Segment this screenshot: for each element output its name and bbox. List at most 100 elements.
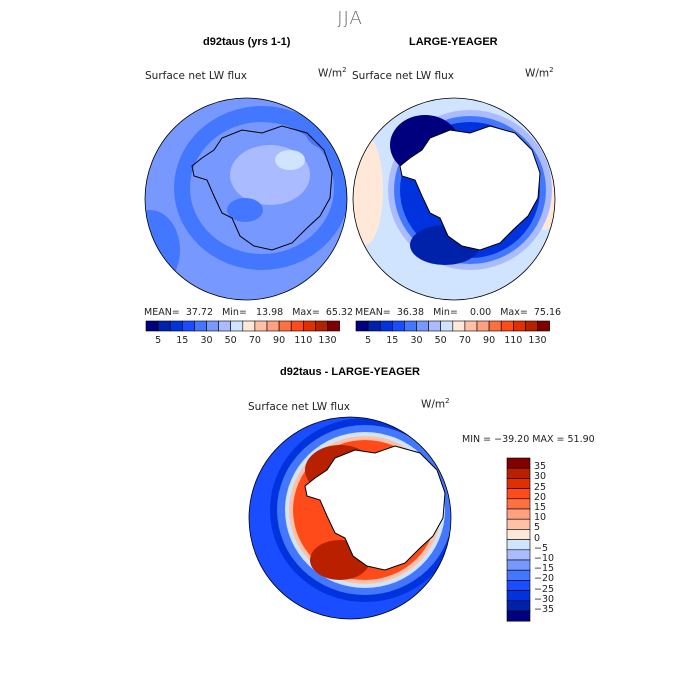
- colorbar-tick-label: 0: [534, 532, 541, 544]
- map-left: [145, 98, 347, 300]
- colorbar-swatch: [506, 590, 531, 602]
- colorbar-swatch: [194, 320, 207, 332]
- colorbar-tick-label: 15: [386, 335, 399, 346]
- colorbar-swatch: [506, 539, 531, 551]
- colorbar-swatch: [500, 320, 514, 332]
- colorbar-swatch: [506, 559, 531, 571]
- colorbar-left: [145, 320, 340, 332]
- colorbar-swatch: [506, 508, 531, 520]
- figure-title: JJA: [337, 8, 363, 29]
- colorbar-tick-label: 50: [224, 335, 237, 346]
- colorbar-swatch: [506, 457, 531, 469]
- colorbar-tick-label: −25: [534, 583, 555, 595]
- colorbar-swatch: [488, 320, 502, 332]
- colorbar-tick-label: 110: [294, 335, 313, 346]
- colorbar-swatch: [512, 320, 526, 332]
- colorbar-right: [355, 320, 550, 332]
- colorbar-tick-label: 5: [365, 335, 372, 346]
- colorbar-swatch: [506, 478, 531, 489]
- colorbar-tick-label: 70: [458, 335, 471, 346]
- colorbar-swatch: [367, 320, 381, 332]
- variable-label-right: Surface net LW flux: [352, 70, 454, 82]
- colorbar-swatch: [464, 320, 478, 332]
- difference-minmax: MIN = −39.20 MAX = 51.90: [462, 434, 595, 445]
- colorbar-tick-label: 90: [483, 335, 496, 346]
- colorbar-swatch: [506, 518, 531, 530]
- colorbar-swatch: [290, 320, 304, 332]
- variable-label-difference: Surface net LW flux: [248, 401, 350, 413]
- units-left: W/m2: [318, 66, 347, 80]
- colorbar-tick-label: 25: [534, 481, 547, 493]
- colorbar-swatch: [391, 320, 405, 332]
- colorbar-swatch: [182, 320, 195, 332]
- colorbar-tick-label: −10: [534, 553, 555, 564]
- colorbar-swatch: [506, 529, 531, 540]
- colorbar-tick-label: 20: [534, 491, 547, 503]
- colorbar-tick-label: −20: [534, 573, 555, 585]
- colorbar-swatch: [506, 549, 531, 561]
- colorbar-difference: [506, 457, 531, 622]
- colorbar-swatch: [525, 320, 538, 332]
- colorbar-tick-label: 50: [434, 335, 447, 346]
- colorbar-swatch: [506, 569, 531, 581]
- colorbar-swatch: [327, 320, 340, 332]
- colorbar-swatch: [506, 488, 531, 500]
- colorbar-tick-label: 110: [504, 335, 523, 346]
- colorbar-tick-label: 90: [273, 335, 286, 346]
- colorbar-swatch: [506, 610, 531, 622]
- colorbar-swatch: [157, 320, 171, 332]
- colorbar-swatch: [218, 320, 232, 332]
- colorbar-swatch: [506, 498, 531, 510]
- colorbar-swatch: [315, 320, 328, 332]
- colorbar-tick-label: 15: [534, 502, 547, 513]
- colorbar-tick-label: 5: [155, 335, 162, 346]
- stats-left: MEAN= 37.72 Min= 13.98 Max= 65.32: [144, 307, 354, 318]
- colorbar-tick-label: −30: [534, 593, 555, 605]
- colorbar-swatch: [169, 320, 183, 332]
- variable-label-left: Surface net LW flux: [145, 70, 247, 82]
- colorbar-swatch: [302, 320, 316, 332]
- difference-title: d92taus - LARGE-YEAGER: [280, 366, 420, 378]
- stats-right: MEAN= 36.38 Min= 0.00 Max= 75.16: [355, 307, 562, 318]
- colorbar-tick-label: 70: [248, 335, 261, 346]
- units-right: W/m2: [525, 66, 554, 80]
- map-right: [353, 98, 555, 300]
- panel-title-right: LARGE-YEAGER: [409, 36, 498, 48]
- colorbar-swatch: [242, 320, 256, 332]
- colorbar-tick-label: 15: [176, 335, 189, 346]
- colorbar-swatch: [476, 320, 490, 332]
- colorbar-swatch: [206, 320, 219, 332]
- colorbar-tick-label: 130: [318, 335, 337, 346]
- colorbar-swatch: [506, 580, 531, 591]
- colorbar-swatch: [278, 320, 292, 332]
- colorbar-swatch: [230, 320, 244, 332]
- colorbar-swatch: [416, 320, 429, 332]
- colorbar-swatch: [452, 320, 466, 332]
- colorbar-tick-label: 30: [534, 471, 547, 483]
- colorbar-swatch: [379, 320, 393, 332]
- colorbar-tick-label: 35: [534, 461, 547, 473]
- colorbar-swatch: [266, 320, 280, 332]
- colorbar-swatch: [428, 320, 442, 332]
- colorbar-tick-label: −35: [534, 604, 555, 615]
- colorbar-tick-label: 30: [200, 335, 213, 346]
- colorbar-tick-label: 130: [528, 335, 547, 346]
- colorbar-swatch: [355, 320, 369, 332]
- colorbar-swatch: [254, 320, 268, 332]
- colorbar-tick-label: −15: [534, 563, 555, 575]
- colorbar-tick-label: −5: [534, 542, 549, 554]
- colorbar-swatch: [404, 320, 417, 332]
- panel-title-left: d92taus (yrs 1-1): [203, 36, 291, 48]
- colorbar-swatch: [145, 320, 159, 332]
- colorbar-tick-label: 30: [410, 335, 423, 346]
- colorbar-swatch: [537, 320, 550, 332]
- colorbar-swatch: [506, 467, 531, 479]
- colorbar-swatch: [440, 320, 454, 332]
- colorbar-tick-label: 5: [534, 522, 541, 534]
- map-difference: [249, 417, 451, 619]
- units-difference: W/m2: [421, 397, 450, 411]
- colorbar-tick-label: 10: [534, 512, 547, 524]
- colorbar-swatch: [506, 600, 531, 612]
